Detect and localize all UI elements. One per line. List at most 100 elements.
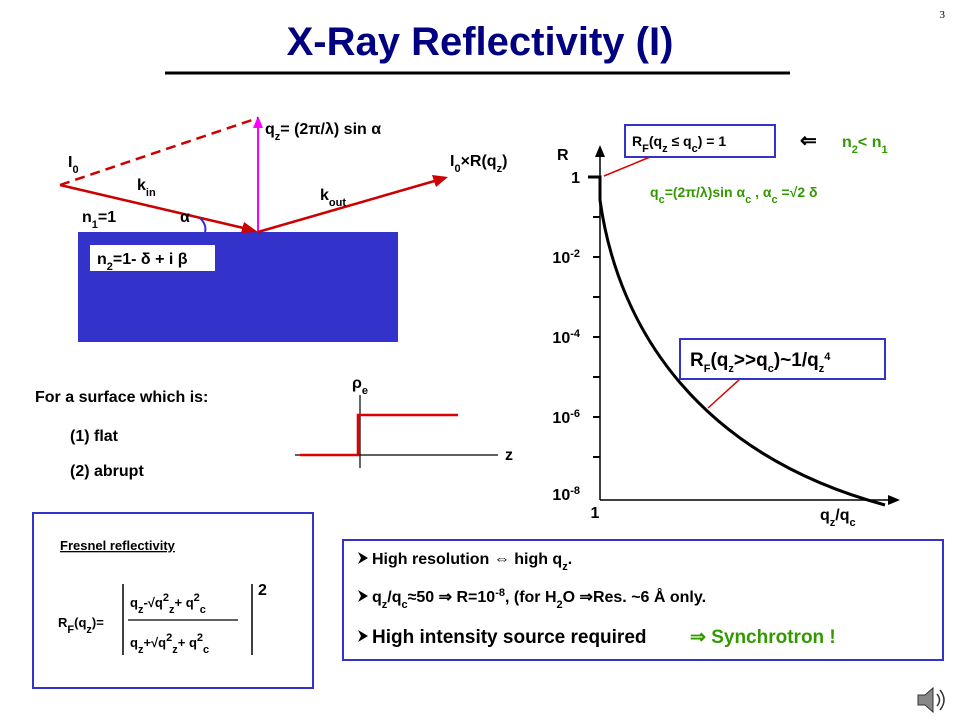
angle-label: α — [180, 209, 190, 226]
text-run: /q — [835, 507, 849, 524]
superscript: 2 — [197, 632, 203, 644]
text-run: n — [842, 134, 852, 151]
n2-label: n2=1- δ + i β — [97, 251, 188, 273]
y-tick-label: 10-8 — [552, 485, 580, 504]
y-tick-label: 1 — [571, 170, 580, 187]
subscript: c — [402, 599, 408, 611]
surface-item: (2) abrupt — [70, 463, 144, 480]
subscript: c — [203, 644, 209, 656]
text-run: /q — [387, 589, 401, 606]
subscript: c — [772, 194, 778, 206]
text-run: R — [690, 350, 704, 371]
text-run: + q — [174, 595, 193, 610]
r-axis-head — [595, 145, 605, 157]
notes-box — [342, 539, 944, 661]
subscript: z — [562, 561, 568, 573]
subscript: c — [692, 143, 698, 155]
plateau-label: RF(qz ≤ qc) = 1 — [632, 133, 726, 155]
asymptote-box — [679, 338, 886, 380]
text-run: n — [82, 209, 92, 226]
superscript: 2 — [166, 632, 172, 644]
speaker-icon — [917, 686, 945, 714]
text-run: ρ — [352, 375, 362, 392]
subscript: z — [819, 363, 825, 375]
text-run: q — [820, 507, 830, 524]
subscript: z — [172, 644, 178, 656]
arrow-label: ⇐ — [800, 130, 817, 152]
reflected-label: I0×R(qz) — [450, 153, 507, 175]
subscript: c — [659, 194, 665, 206]
n1-label: n1=1 — [82, 209, 116, 231]
text-run: q — [650, 184, 659, 200]
incident-beam — [59, 183, 253, 232]
superscript: -8 — [495, 587, 505, 599]
text-run: =(2π/λ)sin α — [665, 184, 746, 200]
q-label: qz= (2π/λ) sin α — [265, 121, 381, 143]
subscript: in — [146, 187, 156, 199]
text-run: )~1/q — [774, 350, 819, 371]
x-tick-label: 1 — [591, 505, 600, 522]
asymptote-pointer — [707, 378, 741, 409]
text-run: >>q — [734, 350, 768, 371]
text-run: 10 — [552, 330, 570, 347]
text-run: -√q — [143, 595, 162, 610]
incident-arrowhead — [241, 222, 258, 233]
subscript: z — [382, 599, 388, 611]
text-run: =1 — [98, 209, 116, 226]
text-run: =√2 δ — [778, 184, 818, 200]
subscript: 0 — [454, 163, 460, 175]
page-number: 3 — [940, 9, 946, 21]
text-run: O ⇒Res. ~6 Å only. — [563, 587, 706, 606]
note-emphasis: ⇒ Synchrotron ! — [690, 627, 836, 648]
subscript: z — [138, 604, 144, 616]
text-run: ≈50 ⇒ R=10 — [408, 589, 496, 606]
k-out-label: kout — [320, 187, 346, 209]
reflected-beam — [257, 178, 439, 234]
y-tick-label: 10-2 — [552, 248, 580, 267]
text-run: q — [130, 595, 138, 610]
text-run: ) — [502, 153, 507, 170]
subscript: z — [830, 517, 836, 529]
text-run: (q — [649, 133, 662, 149]
subscript: 2 — [557, 599, 563, 611]
text-run: R — [632, 133, 642, 149]
superscript: 4 — [824, 351, 831, 363]
fresnel-box — [32, 512, 314, 689]
incident-label: I0 — [68, 154, 79, 176]
text-run: = (2π/λ) sin α — [280, 121, 381, 138]
superscript: -2 — [570, 248, 580, 260]
subscript: 2 — [852, 144, 858, 156]
superscript: 2 — [163, 592, 169, 604]
subscript: z — [86, 624, 92, 636]
subscript: z — [169, 604, 175, 616]
axis-ticks — [593, 216, 600, 458]
subscript: z — [138, 644, 144, 656]
critical-label: qc=(2π/λ)sin αc , αc =√2 δ — [650, 184, 818, 206]
fresnel-denominator: qz+√q2z+ q2c — [130, 632, 209, 656]
superscript: -8 — [570, 485, 580, 497]
text-run: 10 — [552, 410, 570, 427]
surface-item: (1) flat — [70, 428, 119, 445]
title: X-Ray Reflectivity (I) — [287, 20, 674, 64]
subscript: F — [704, 363, 711, 375]
fresnel-heading: Fresnel reflectivity — [60, 538, 176, 553]
note: High resolution ⇔ high qz. — [372, 551, 572, 573]
text-run: =1- δ + i β — [113, 251, 188, 268]
text-run: 10 — [552, 250, 570, 267]
r-axis-label: R — [557, 147, 569, 164]
text-run: High resolution ⇔ high q — [372, 551, 562, 568]
note: qz/qc≈50 ⇒ R=10-8, (for H2O ⇒Res. ~6 Å o… — [372, 587, 706, 611]
x-axis-label: qz/qc — [820, 507, 856, 529]
subscript: z — [662, 143, 668, 155]
subscript: F — [642, 143, 649, 155]
subscript: 1 — [92, 219, 98, 231]
text-run: ) = 1 — [698, 133, 727, 149]
subscript: 0 — [72, 164, 78, 176]
text-run: ≤ q — [668, 133, 692, 149]
subscript: z — [275, 131, 281, 143]
text-run: n — [97, 251, 107, 268]
reflectivity-curve — [588, 175, 886, 507]
subscript: e — [362, 385, 368, 397]
text-run: I — [450, 153, 454, 170]
